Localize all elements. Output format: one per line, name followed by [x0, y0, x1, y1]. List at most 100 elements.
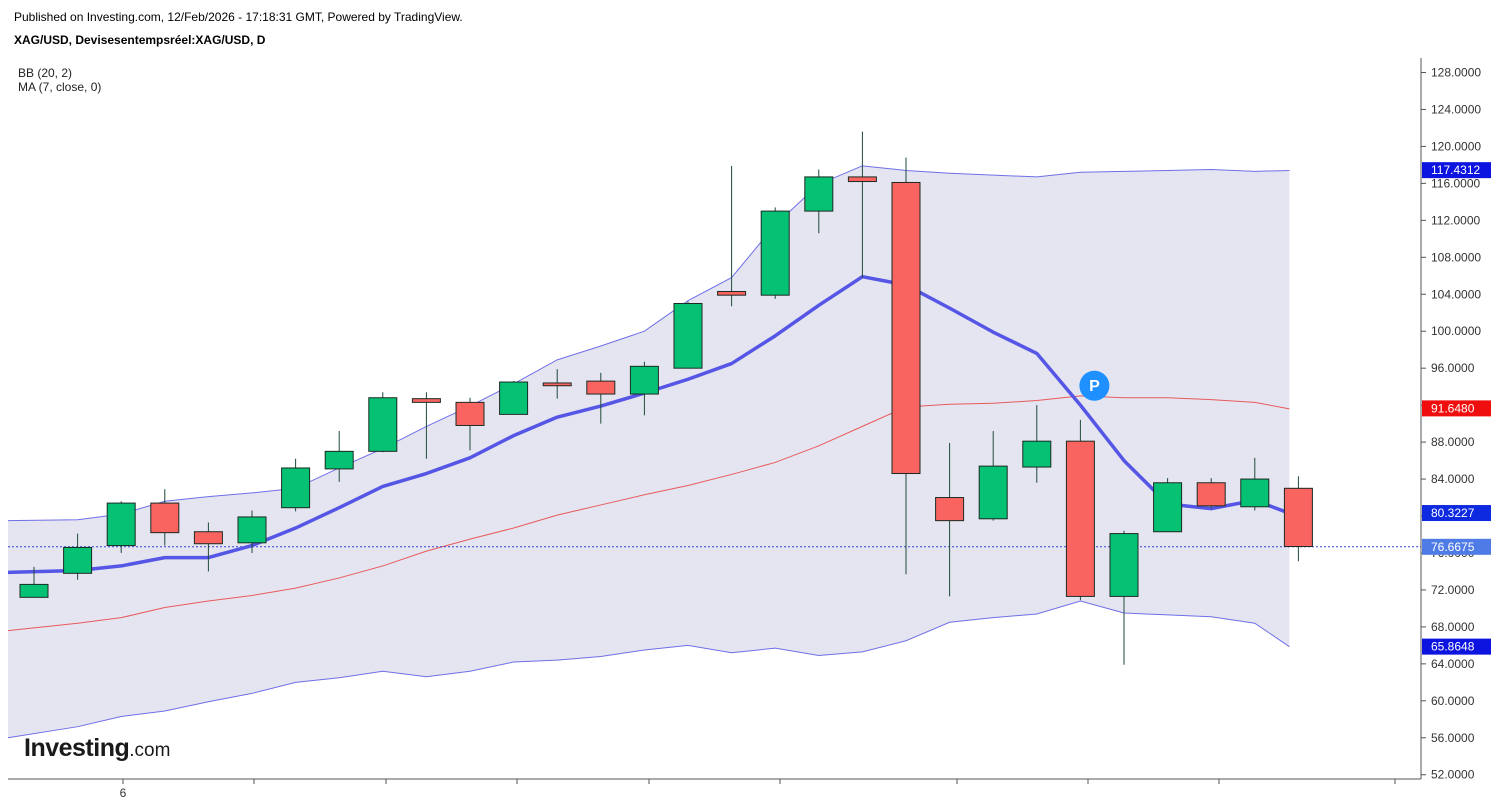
- price-badge-text: 76.6675: [1431, 540, 1475, 554]
- price-badge-box: [1422, 400, 1491, 417]
- candle: [193, 522, 223, 572]
- price-badge: 76.6675: [1422, 538, 1491, 555]
- y-tick-label: 128.0000: [1431, 66, 1481, 80]
- candle-body-up: [760, 210, 790, 296]
- candle-body-down: [1283, 487, 1313, 548]
- chart-symbol-title: XAG/USD, Devisesentempsréel:XAG/USD, D: [14, 33, 266, 47]
- candle-body-down: [193, 531, 223, 545]
- indicator-lines-layer: P: [7, 274, 1421, 575]
- candle-body-down: [1196, 482, 1226, 507]
- candle-body-up: [106, 502, 136, 547]
- candle-body-up: [804, 176, 834, 212]
- candle: [499, 381, 529, 415]
- candle-body-down: [542, 382, 572, 387]
- y-tick-label: 96.0000: [1431, 361, 1475, 375]
- marker-circle: [1079, 370, 1110, 401]
- candle: [237, 510, 267, 553]
- candle: [847, 131, 877, 278]
- candle-body-up: [499, 381, 529, 415]
- candle-body-up: [1240, 478, 1270, 508]
- candle: [1283, 476, 1313, 562]
- price-badge-box: [1422, 162, 1491, 179]
- publish-info: Published on Investing.com, 12/Feb/2026 …: [14, 10, 463, 24]
- candle-body-down: [717, 290, 747, 296]
- candle-body-up: [1153, 482, 1183, 533]
- candle: [150, 489, 180, 546]
- price-badge: 117.4312: [1422, 162, 1491, 179]
- moving-average-line: [7, 274, 1291, 575]
- price-badge: 91.6480: [1422, 400, 1491, 417]
- investing-logo: Investing.com: [24, 734, 170, 763]
- candle-body-down: [411, 398, 441, 403]
- candle: [324, 431, 354, 482]
- y-tick-label: 68.0000: [1431, 620, 1475, 634]
- candle: [891, 157, 921, 575]
- candle-body-down: [891, 181, 921, 475]
- candle-body-up: [324, 450, 354, 470]
- candle: [455, 397, 485, 451]
- y-tick-label: 120.0000: [1431, 139, 1481, 153]
- y-tick-label: 84.0000: [1431, 472, 1475, 486]
- y-tick-label: 108.0000: [1431, 250, 1481, 264]
- candle-body-up: [1022, 440, 1052, 468]
- candle: [542, 369, 572, 399]
- price-badge-text: 91.6480: [1431, 401, 1475, 415]
- candles-layer: [19, 131, 1313, 665]
- logo-main-text: Investing: [24, 734, 130, 762]
- price-badge-box: [1422, 638, 1491, 655]
- price-badge-text: 80.3227: [1431, 506, 1475, 520]
- price-badge: 65.8648: [1422, 638, 1491, 655]
- candle: [629, 361, 659, 416]
- y-tick-label: 116.0000: [1431, 176, 1480, 190]
- candle-body-down: [586, 380, 616, 395]
- candle-body-up: [281, 467, 311, 509]
- bollinger-band-fill: [8, 165, 1290, 738]
- candle: [63, 533, 93, 580]
- candle: [935, 443, 965, 597]
- candle-body-down: [455, 401, 485, 426]
- candle-body-up: [368, 397, 398, 452]
- bollinger-lower-line: [7, 600, 1290, 739]
- y-tick-label: 124.0000: [1431, 102, 1481, 116]
- candle-body-up: [63, 546, 93, 574]
- y-tick-label: 64.0000: [1431, 657, 1475, 671]
- candle: [106, 501, 136, 553]
- candle: [1022, 405, 1052, 483]
- candle: [673, 301, 703, 369]
- candle: [1109, 530, 1139, 665]
- candle-body-down: [1065, 440, 1095, 597]
- candle: [411, 392, 441, 459]
- y-tick-label: 104.0000: [1431, 287, 1481, 301]
- y-tick-label: 72.0000: [1431, 583, 1475, 597]
- candle: [760, 207, 790, 299]
- candle: [19, 566, 49, 598]
- candle: [281, 458, 311, 512]
- y-tick-label: 88.0000: [1431, 435, 1475, 449]
- candle: [978, 431, 1008, 521]
- candle-body-up: [237, 516, 267, 544]
- price-badge-box: [1422, 538, 1491, 555]
- candle: [1153, 478, 1183, 533]
- candle: [804, 169, 834, 234]
- candle-body-down: [150, 502, 180, 534]
- candle-body-up: [629, 365, 659, 395]
- price-badge: 80.3227: [1422, 505, 1491, 522]
- price-badge-text: 65.8648: [1431, 640, 1475, 654]
- marker-label: P: [1089, 378, 1100, 395]
- legend-bollinger-bands[interactable]: BB (20, 2): [18, 66, 73, 80]
- legend-moving-average[interactable]: MA (7, close, 0): [18, 80, 102, 94]
- logo-suffix-text: .com: [129, 740, 171, 761]
- candle-body-up: [978, 465, 1008, 520]
- candle: [1240, 457, 1270, 511]
- x-tick-label: 6: [120, 786, 127, 800]
- bollinger-band-layer: [7, 165, 1290, 739]
- candle: [1065, 419, 1095, 601]
- candle-body-down: [935, 497, 965, 522]
- candle-body-up: [1109, 533, 1139, 597]
- candle-body-down: [847, 176, 877, 183]
- candle: [368, 392, 398, 453]
- candle-body-up: [673, 303, 703, 369]
- y-tick-label: 52.0000: [1431, 768, 1475, 782]
- y-tick-label: 112.0000: [1431, 213, 1480, 227]
